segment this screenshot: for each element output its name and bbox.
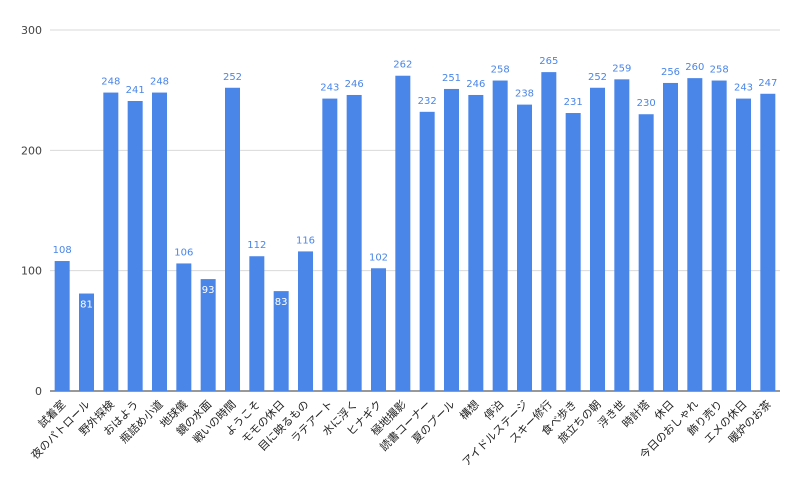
bar (444, 88, 459, 392)
bar (760, 93, 776, 391)
bar (565, 113, 581, 391)
data-label: 232 (418, 96, 437, 107)
data-label: 246 (345, 79, 364, 90)
bar (663, 82, 678, 391)
bar (249, 256, 265, 391)
bar (736, 98, 751, 391)
bar (419, 111, 435, 391)
data-label: 251 (442, 73, 461, 84)
bar (225, 87, 240, 391)
data-label: 243 (734, 83, 753, 94)
bar (322, 98, 338, 391)
bar (298, 251, 313, 391)
bar (638, 114, 654, 391)
data-label: 265 (539, 56, 558, 67)
bar (346, 94, 362, 391)
data-label: 262 (393, 60, 412, 71)
data-label: 252 (588, 72, 607, 83)
x-tick-label: 構想 (456, 397, 481, 422)
bar (176, 263, 192, 391)
y-tick-label: 0 (35, 385, 42, 398)
bar (103, 92, 119, 391)
data-label: 258 (710, 65, 729, 76)
data-label: 260 (685, 62, 704, 73)
data-label: 259 (612, 63, 631, 74)
data-label: 112 (247, 240, 266, 251)
data-label: 246 (466, 79, 485, 90)
data-label: 81 (80, 300, 93, 311)
bar (152, 92, 167, 391)
bar (273, 291, 289, 391)
data-label: 230 (637, 98, 656, 109)
bar (614, 79, 630, 391)
bar (687, 78, 703, 391)
y-tick-label: 200 (21, 144, 42, 157)
bar (79, 293, 94, 391)
bar (541, 72, 557, 392)
y-tick-label: 300 (21, 24, 42, 37)
data-label: 243 (320, 83, 339, 94)
bar (54, 261, 70, 391)
bar (371, 268, 386, 391)
bar (711, 80, 727, 391)
data-label: 248 (101, 77, 120, 88)
data-label: 252 (223, 72, 242, 83)
bar (395, 75, 411, 391)
data-label: 238 (515, 89, 534, 100)
bar (127, 101, 143, 391)
data-label: 116 (296, 235, 315, 246)
data-label: 256 (661, 67, 680, 78)
data-label: 258 (491, 65, 510, 76)
bar (492, 80, 508, 391)
data-label: 106 (174, 247, 193, 258)
data-label: 93 (202, 285, 215, 296)
x-tick-label: 時計塔 (619, 397, 652, 430)
y-tick-label: 100 (21, 265, 42, 278)
data-label: 83 (275, 297, 288, 308)
data-label: 108 (53, 245, 72, 256)
data-label: 102 (369, 252, 388, 263)
data-label: 248 (150, 77, 169, 88)
data-label: 231 (564, 97, 583, 108)
bar (200, 279, 216, 391)
data-label: 241 (126, 85, 145, 96)
bar (468, 94, 484, 391)
data-label: 247 (758, 78, 777, 89)
bar (517, 104, 532, 392)
bar (590, 87, 605, 391)
